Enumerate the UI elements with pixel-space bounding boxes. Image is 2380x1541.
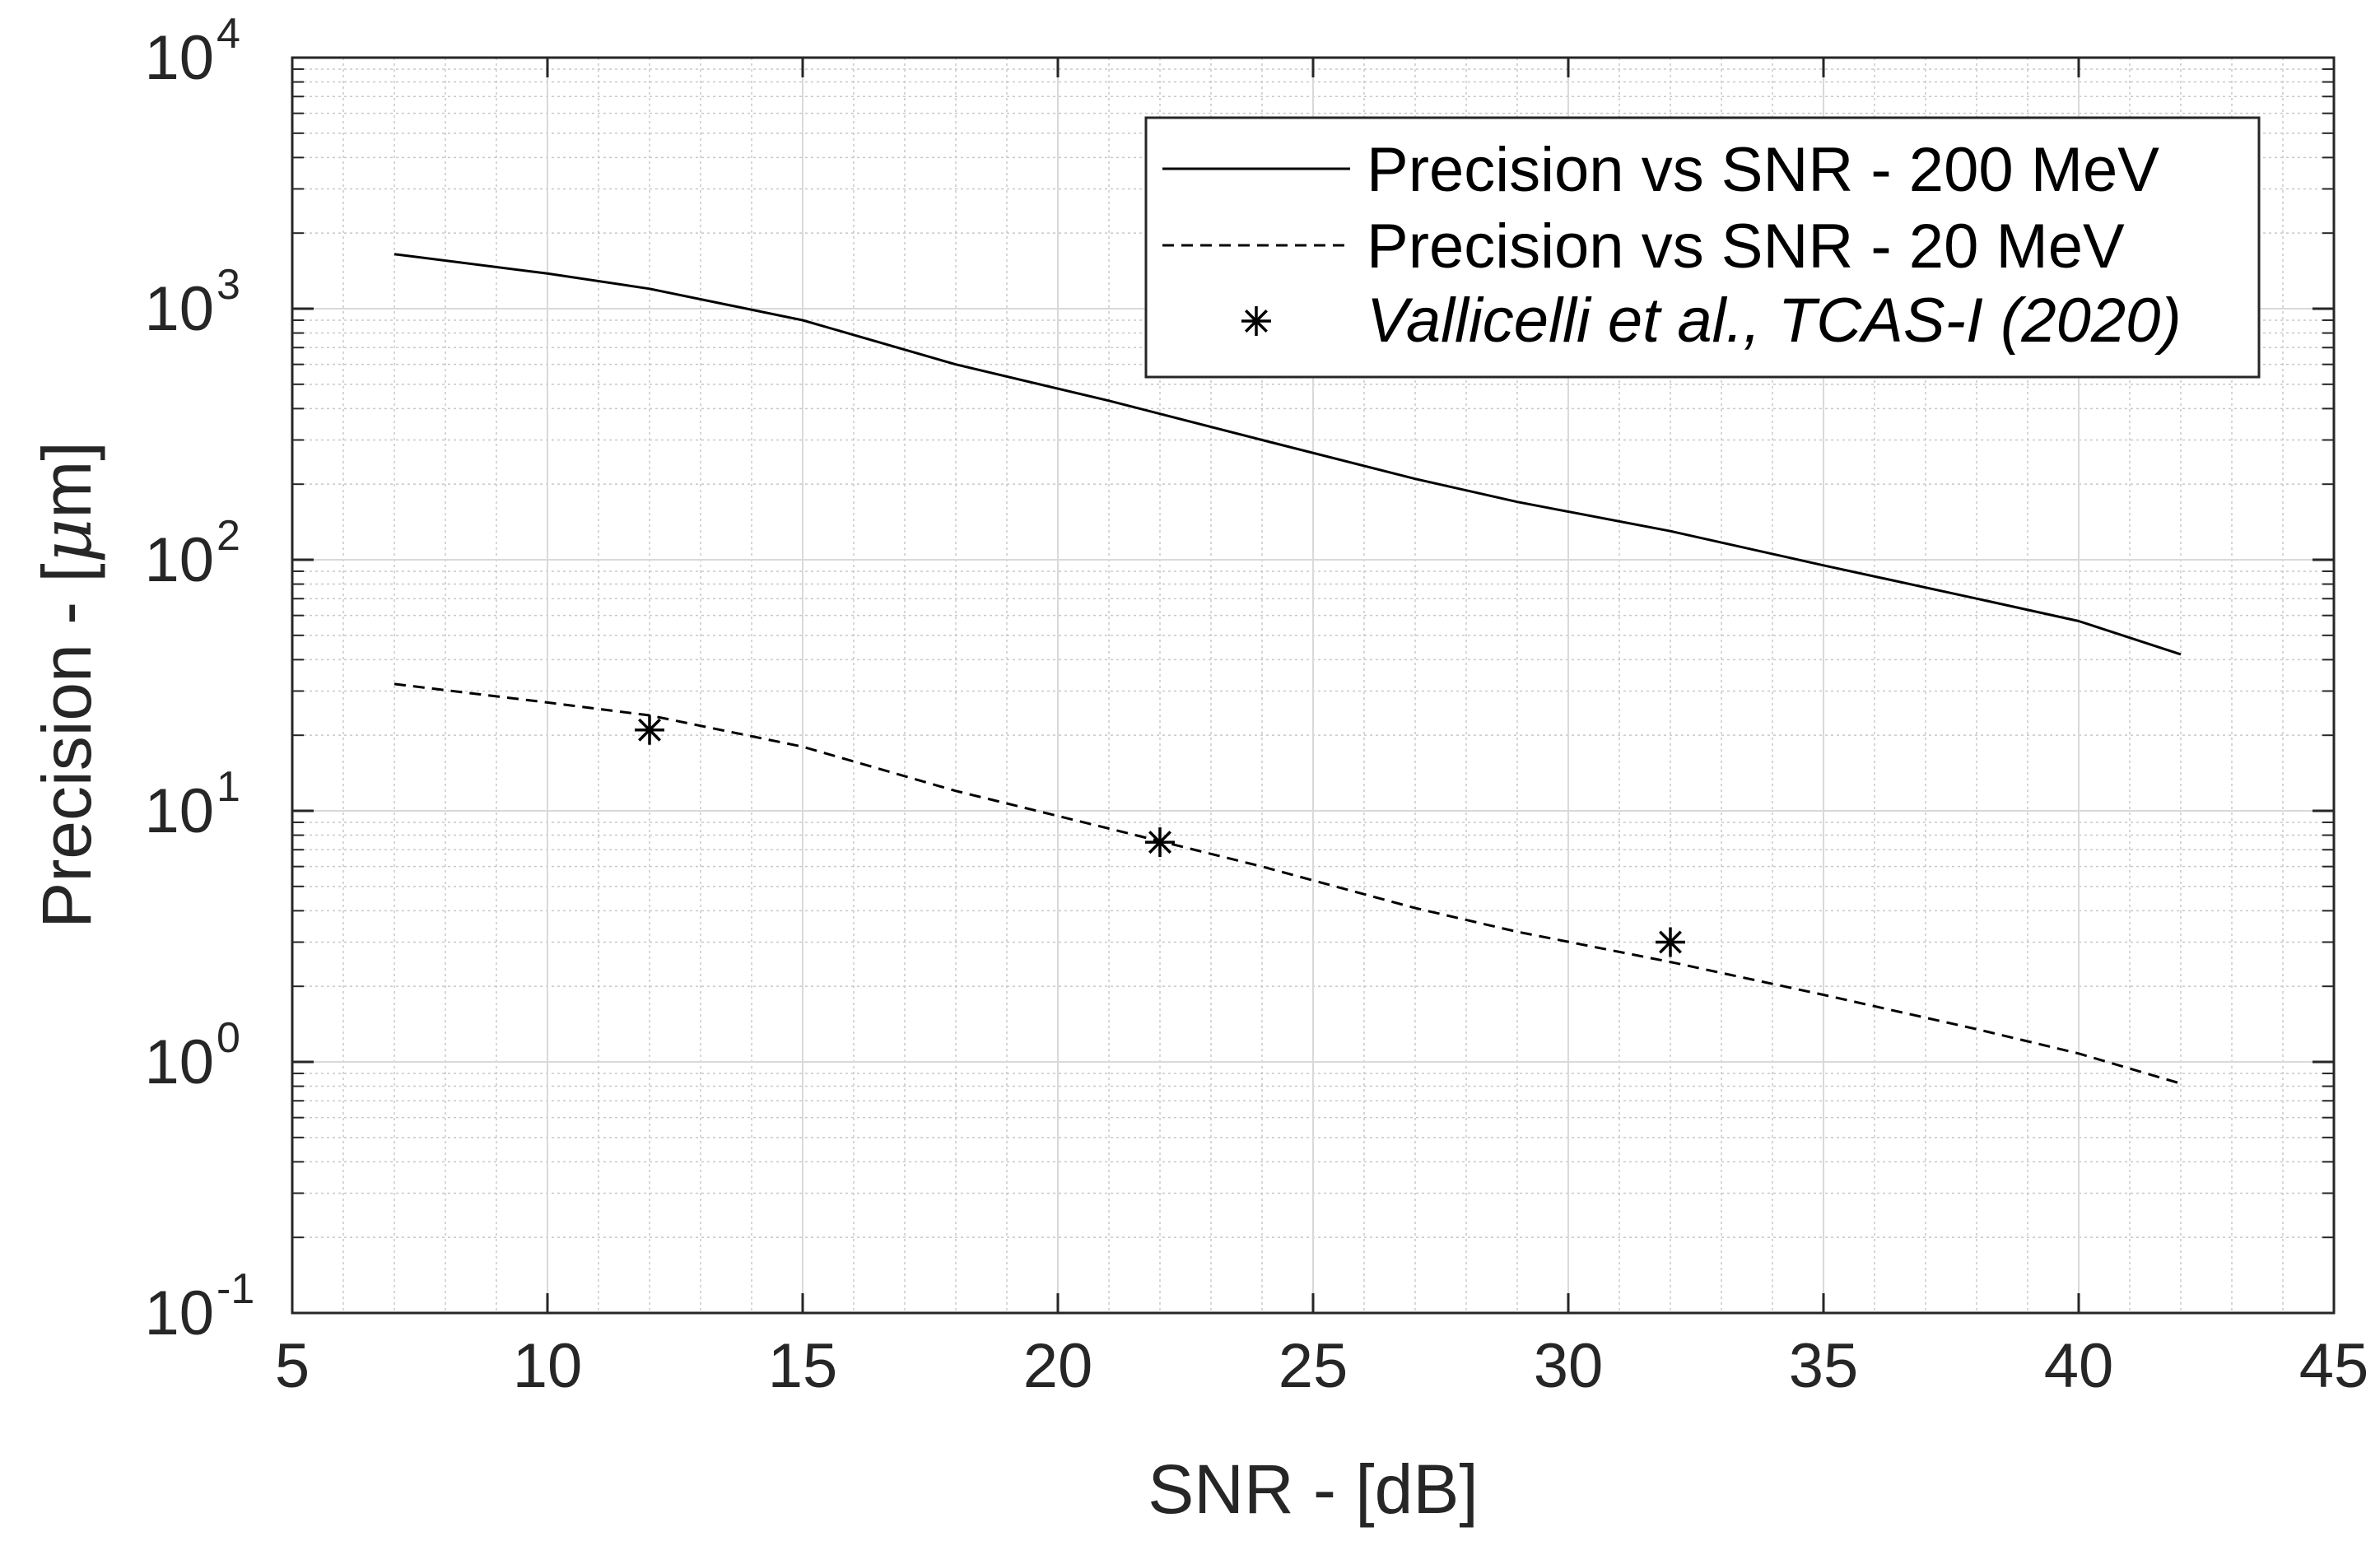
y-tick-exponent: -1	[217, 1265, 254, 1313]
data-point-vallicelli	[1656, 927, 1685, 957]
legend-box	[1144, 116, 2261, 379]
legend-marker-vallicelli	[1241, 306, 1271, 336]
y-tick-exponent: 4	[217, 10, 240, 58]
y-tick-exponent: 1	[217, 763, 240, 811]
x-tick-label: 35	[1789, 1331, 1859, 1401]
y-tick-label: 10	[144, 525, 214, 595]
y-tick-label: 10	[144, 1027, 214, 1097]
asterisk-stroke	[1245, 310, 1268, 333]
y-tick-exponent: 3	[217, 261, 240, 309]
data-point-vallicelli	[635, 715, 664, 745]
y-tick-exponent: 0	[217, 1014, 240, 1062]
data-point-vallicelli	[1145, 827, 1175, 858]
asterisk-stroke	[638, 718, 661, 742]
y-axis-label-mu: μ	[26, 519, 107, 564]
y-tick-label: 10	[144, 23, 214, 93]
series-line-200mev	[394, 253, 2182, 656]
legend: Precision vs SNR - 200 MeV Precision vs …	[1144, 116, 2261, 379]
y-tick-exponent: 2	[217, 512, 240, 560]
y-tick-label: 10	[144, 1278, 214, 1348]
x-tick-label: 25	[1278, 1331, 1348, 1401]
x-tick-label: 15	[768, 1331, 838, 1401]
legend-label-20mev: Precision vs SNR - 20 MeV	[1367, 212, 2125, 282]
y-axis-label: Precision - [μm]	[26, 441, 107, 928]
y-tick-base: 10	[144, 525, 214, 595]
x-tick-label: 20	[1023, 1331, 1093, 1401]
x-tick-label: 45	[2299, 1331, 2369, 1401]
series-layer	[394, 253, 2182, 1085]
y-tick-label: 10	[144, 776, 214, 846]
y-tick-base: 10	[144, 1278, 214, 1348]
x-axis-label: SNR - [dB]	[1148, 1450, 1478, 1528]
asterisk-stroke	[1659, 930, 1682, 954]
legend-label-vallicelli: Vallicelli et al., TCAS-I (2020)	[1367, 286, 2182, 356]
y-axis-label-unit: m]	[28, 441, 105, 518]
y-tick-base: 10	[144, 1027, 214, 1097]
series-line-20mev	[394, 682, 2182, 1085]
x-tick-label: 5	[275, 1331, 310, 1401]
asterisk-stroke	[1148, 831, 1171, 854]
y-tick-label: 10	[144, 274, 214, 344]
y-axis-label-text: Precision - [	[28, 563, 105, 928]
y-tick-base: 10	[144, 274, 214, 344]
x-tick-labels: 5 10 15 20 25 30 35 40 45	[275, 1331, 2368, 1401]
x-tick-label: 40	[2044, 1331, 2114, 1401]
ticks	[291, 56, 2336, 1315]
legend-label-200mev: Precision vs SNR - 200 MeV	[1367, 135, 2159, 205]
legend-asterisk	[1241, 306, 1271, 336]
x-tick-label: 10	[513, 1331, 583, 1401]
y-tick-base: 10	[144, 23, 214, 93]
x-tick-label: 30	[1534, 1331, 1604, 1401]
y-tick-base: 10	[144, 776, 214, 846]
